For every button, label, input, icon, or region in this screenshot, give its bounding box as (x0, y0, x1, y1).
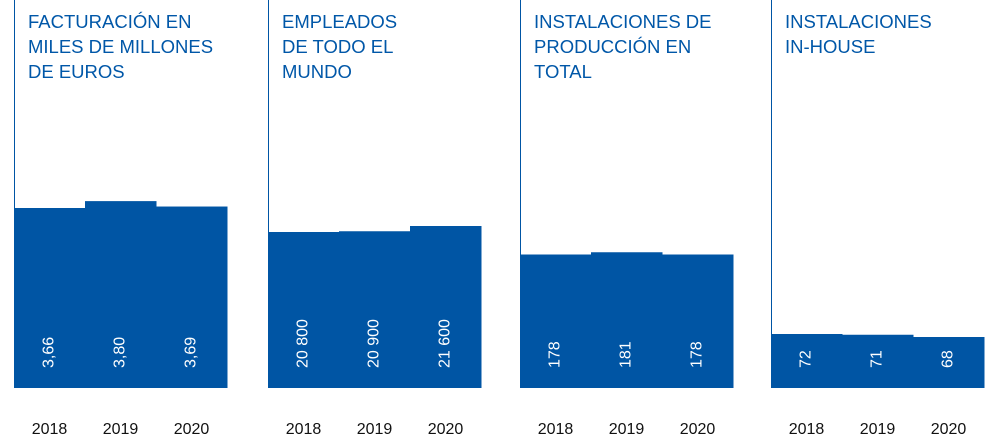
bar (662, 254, 734, 388)
panel-title: EMPLEADOS (282, 11, 397, 32)
bar (591, 252, 663, 388)
panel-title: PRODUCCIÓN EN (534, 36, 691, 57)
bar (842, 334, 914, 388)
panel-title: MILES DE MILLONES (28, 36, 213, 57)
panel-title: DE EUROS (28, 61, 125, 82)
bar (410, 226, 482, 388)
x-tick-label: 2019 (103, 421, 139, 438)
x-tick-label: 2018 (789, 421, 825, 438)
panel-title: INSTALACIONES DE (534, 11, 712, 32)
x-tick-label: 2020 (931, 421, 967, 438)
x-tick-label: 2020 (680, 421, 716, 438)
bar (771, 334, 843, 388)
bar (268, 232, 340, 388)
value-label: 72 (798, 350, 815, 368)
x-tick-label: 2018 (32, 421, 68, 438)
panel-title: IN-HOUSE (785, 36, 875, 57)
value-label: 3,66 (41, 337, 58, 368)
x-tick-label: 2019 (357, 421, 393, 438)
x-tick-label: 2019 (609, 421, 645, 438)
value-label: 181 (618, 341, 635, 368)
x-tick-label: 2018 (538, 421, 574, 438)
value-label: 178 (689, 341, 706, 368)
bar (156, 206, 228, 388)
x-tick-label: 2020 (428, 421, 464, 438)
panel-title: FACTURACIÓN EN (28, 11, 191, 32)
value-label: 20 900 (366, 319, 383, 368)
bar (14, 208, 86, 388)
value-label: 20 800 (295, 319, 312, 368)
value-label: 3,80 (112, 337, 129, 368)
value-label: 178 (547, 341, 564, 368)
bar (85, 201, 157, 388)
x-tick-label: 2020 (174, 421, 210, 438)
bar (339, 231, 411, 388)
value-label: 71 (869, 350, 886, 368)
panel-title: MUNDO (282, 61, 352, 82)
bar (520, 254, 592, 388)
value-label: 21 600 (437, 319, 454, 368)
value-label: 3,69 (183, 337, 200, 368)
panel-title: INSTALACIONES (785, 11, 932, 32)
x-tick-label: 2019 (860, 421, 896, 438)
value-label: 68 (940, 350, 957, 368)
x-tick-label: 2018 (286, 421, 322, 438)
panel-title: DE TODO EL (282, 36, 393, 57)
panel-title: TOTAL (534, 61, 592, 82)
bar (913, 337, 985, 388)
